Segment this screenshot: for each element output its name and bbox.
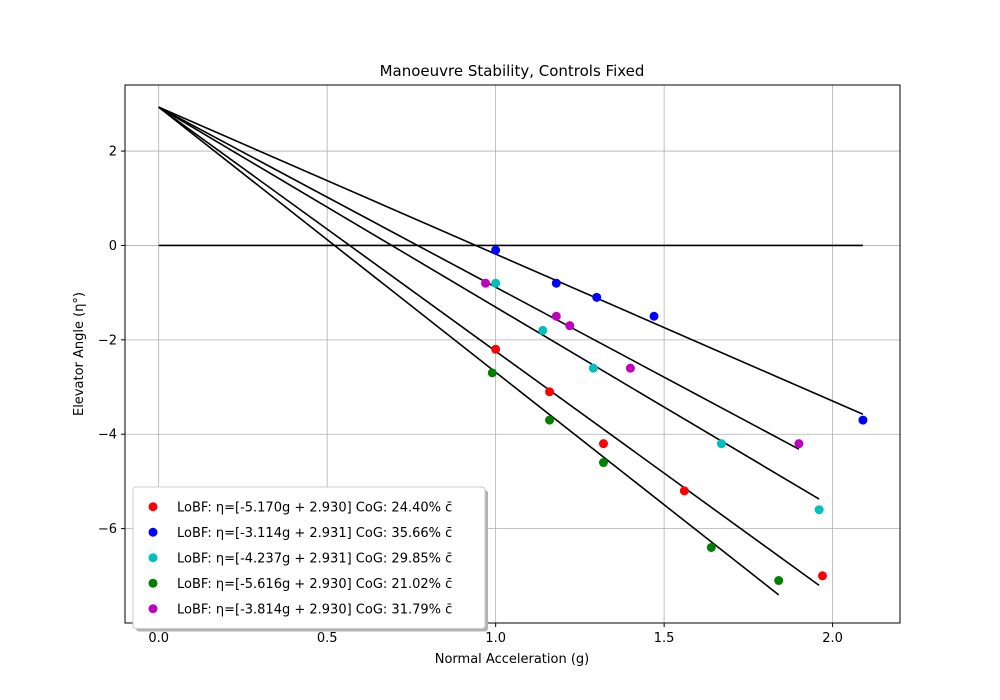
x-axis-label: Normal Acceleration (g) [435, 652, 589, 667]
legend-label: LoBF: η=[-5.170g + 2.930] CoG: 24.40% c̄ [177, 500, 452, 515]
legend-marker [148, 502, 158, 512]
data-point-series-2 [592, 292, 602, 302]
y-tick-label: −2 [98, 333, 117, 348]
y-tick-label: −6 [98, 522, 117, 537]
data-point-series-5 [551, 311, 561, 321]
legend-marker [148, 553, 158, 563]
data-point-series-1 [818, 571, 827, 581]
x-tick-label: 2.0 [822, 631, 843, 646]
legend-label: LoBF: η=[-3.814g + 2.930] CoG: 31.79% c̄ [177, 602, 452, 617]
y-axis-label: Elevator Angle (η°) [72, 292, 87, 416]
data-point-series-1 [491, 344, 501, 354]
x-tick-label: 0.0 [148, 631, 169, 646]
legend-label: LoBF: η=[-5.616g + 2.930] CoG: 21.02% c̄ [177, 577, 452, 592]
data-point-series-5 [794, 439, 804, 449]
data-point-series-5 [625, 363, 635, 373]
data-point-series-4 [487, 368, 497, 378]
data-point-series-4 [545, 415, 555, 425]
x-tick-label: 0.5 [317, 631, 338, 646]
data-point-series-1 [598, 439, 608, 449]
data-point-series-1 [679, 486, 689, 496]
data-points [481, 245, 868, 586]
data-point-series-3 [814, 505, 824, 515]
x-tick-label: 1.5 [654, 631, 675, 646]
legend: LoBF: η=[-5.170g + 2.930] CoG: 24.40% c̄… [132, 486, 488, 632]
data-point-series-3 [538, 325, 548, 335]
data-point-series-3 [588, 363, 598, 373]
legend-marker [148, 604, 158, 614]
fit-line-2 [158, 106, 864, 416]
fit-lines [158, 106, 864, 596]
data-point-series-1 [545, 387, 555, 397]
y-tick-label: 2 [109, 145, 117, 160]
legend-label: LoBF: η=[-3.114g + 2.931] CoG: 35.66% c̄ [177, 526, 452, 541]
data-point-series-4 [774, 576, 784, 586]
data-point-series-3 [716, 439, 726, 449]
data-point-series-5 [481, 278, 491, 288]
chart-title: Manoeuvre Stability, Controls Fixed [380, 62, 645, 80]
legend-marker [148, 527, 158, 537]
legend-marker [148, 578, 158, 588]
data-point-series-5 [565, 321, 575, 331]
data-point-series-2 [858, 415, 868, 425]
plot-frame [124, 84, 901, 624]
x-tick-label: 1.0 [485, 631, 506, 646]
data-point-series-2 [649, 311, 659, 321]
fit-line-4 [158, 106, 780, 596]
fit-line-1 [158, 106, 820, 587]
axis-ticks: 0.0 0.5 1.0 1.5 2.0 2 0 −2 −4 −6 [98, 145, 843, 646]
y-tick-label: 0 [109, 239, 117, 254]
fit-line-3 [158, 106, 820, 500]
data-point-series-2 [551, 278, 561, 288]
legend-label: LoBF: η=[-4.237g + 2.931] CoG: 29.85% c̄ [177, 551, 452, 566]
y-tick-label: −4 [98, 428, 117, 443]
data-point-series-4 [706, 542, 716, 552]
data-point-series-2 [491, 245, 501, 255]
data-point-series-3 [491, 278, 501, 288]
data-point-series-4 [598, 458, 608, 468]
fit-line-5 [158, 106, 800, 450]
legend-box [132, 486, 486, 629]
